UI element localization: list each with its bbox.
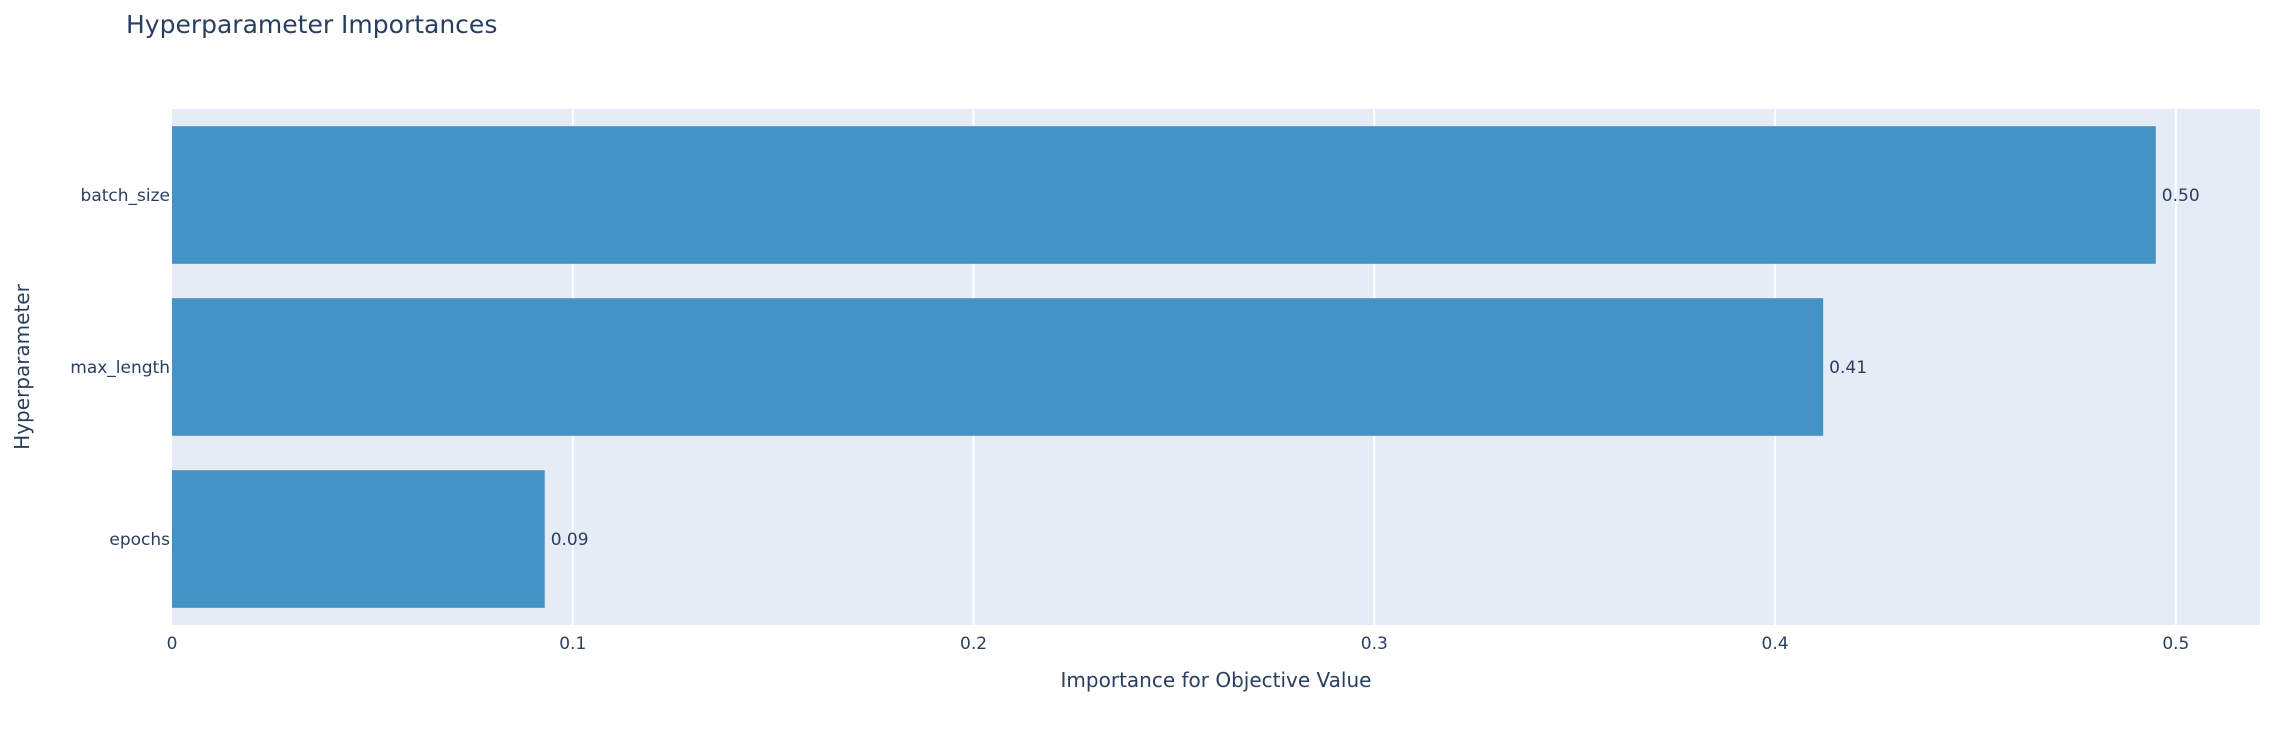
x-tick-label: 0.4 — [1762, 634, 1789, 654]
x-axis-title: Importance for Objective Value — [1061, 668, 1372, 692]
bar-epochs — [172, 470, 545, 608]
x-tick-label: 0 — [167, 634, 178, 654]
x-tick-label: 0.2 — [960, 634, 987, 654]
bar-max-length — [172, 298, 1824, 436]
y-tick-label: max_length — [70, 358, 170, 378]
data-label: 0.41 — [1829, 358, 1867, 378]
y-axis-title: Hyperparameter — [10, 283, 34, 449]
x-axis-tick-labels: 0 0.1 0.2 0.3 0.4 0.5 — [167, 634, 2190, 654]
chart-title: Hyperparameter Importances — [126, 10, 497, 39]
bar-batch-size — [172, 126, 2156, 264]
y-tick-label: epochs — [109, 530, 170, 550]
x-tick-label: 0.3 — [1361, 634, 1388, 654]
x-tick-label: 0.5 — [2162, 634, 2189, 654]
data-labels: 0.50 0.41 0.09 — [551, 186, 2200, 550]
x-tick-label: 0.1 — [559, 634, 586, 654]
bars — [172, 126, 2156, 608]
y-tick-label: batch_size — [81, 186, 170, 206]
data-label: 0.50 — [2162, 186, 2200, 206]
data-label: 0.09 — [551, 530, 589, 550]
